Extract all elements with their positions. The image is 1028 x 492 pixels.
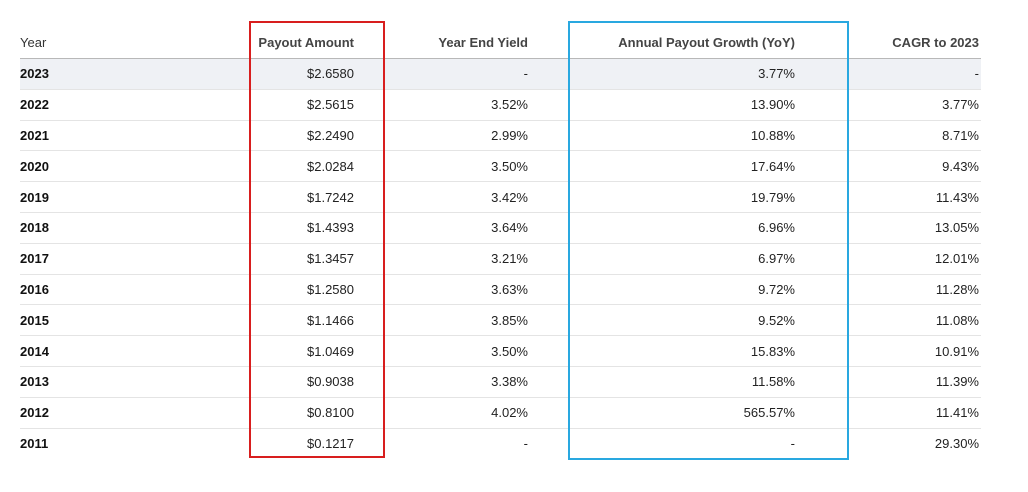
cell-payout-amount: $0.1217 xyxy=(307,435,354,451)
cell-payout-amount: $1.2580 xyxy=(250,274,386,306)
column-header-payout-amount[interactable]: Payout Amount xyxy=(250,27,386,59)
cell-year-end-yield: 3.38% xyxy=(386,366,564,398)
cell-annual-payout-growth: 17.64% xyxy=(564,150,839,183)
cell-cagr: 11.41% xyxy=(839,397,981,429)
cell-cagr: 11.39% xyxy=(839,366,981,398)
cell-year: 2019 xyxy=(20,181,250,213)
cell-payout-amount: $1.7242 xyxy=(250,181,386,213)
table-row: 2015 $1.1466 3.85% 9.52% 11.08% xyxy=(20,304,981,337)
cell-annual-payout-growth: 6.97% xyxy=(564,243,839,275)
cell-year-end-yield: 3.21% xyxy=(386,243,564,275)
cell-cagr: 3.77% xyxy=(839,89,981,121)
cell-year: 2012 xyxy=(20,397,250,429)
cell-annual-payout-growth: 6.96% xyxy=(564,212,839,244)
table-row: 2011 $0.1217 - - 29.30% xyxy=(20,428,981,458)
cell-cagr: 29.30% xyxy=(934,435,979,451)
cell-year-end-yield: 3.63% xyxy=(386,274,564,306)
cell-year-end-yield: 3.85% xyxy=(386,304,564,337)
cell-year-end-yield: - xyxy=(386,58,564,90)
cell-cagr: 11.43% xyxy=(839,181,981,213)
cell-year: 2022 xyxy=(20,89,250,121)
cell-year: 2021 xyxy=(20,120,250,152)
cell-cagr: 11.28% xyxy=(839,274,981,306)
column-header-annual-payout-growth[interactable]: Annual Payout Growth (YoY) xyxy=(564,27,839,59)
cell-year: 2015 xyxy=(20,304,250,337)
cell-annual-payout-growth: 9.52% xyxy=(564,304,839,337)
cell-cagr: 8.71% xyxy=(839,120,981,152)
table-row: 2012 $0.8100 4.02% 565.57% 11.41% xyxy=(20,397,981,429)
cell-payout-amount: $1.0469 xyxy=(250,335,386,367)
cell-year: 2016 xyxy=(20,274,250,306)
dividend-history-table-container: Year Payout Amount Year End Yield Annual… xyxy=(20,27,981,458)
cell-annual-payout-growth: 13.90% xyxy=(564,89,839,121)
cell-year: 2023 xyxy=(20,58,250,90)
dividend-history-table: Year Payout Amount Year End Yield Annual… xyxy=(20,27,981,458)
cell-year: 2011 xyxy=(20,435,49,451)
table-row: 2013 $0.9038 3.38% 11.58% 11.39% xyxy=(20,366,981,398)
cell-year-end-yield: - xyxy=(523,435,528,451)
cell-payout-amount: $0.9038 xyxy=(250,366,386,398)
cell-annual-payout-growth: 15.83% xyxy=(564,335,839,367)
cell-year-end-yield: 2.99% xyxy=(386,120,564,152)
cell-annual-payout-growth: 9.72% xyxy=(564,274,839,306)
cell-year-end-yield: 3.42% xyxy=(386,181,564,213)
cell-annual-payout-growth: 19.79% xyxy=(564,181,839,213)
table-row: 2019 $1.7242 3.42% 19.79% 11.43% xyxy=(20,181,981,213)
cell-cagr: 11.08% xyxy=(839,304,981,337)
cell-year: 2014 xyxy=(20,335,250,367)
cell-payout-amount: $2.0284 xyxy=(250,150,386,183)
cell-year: 2018 xyxy=(20,212,250,244)
cell-payout-amount: $2.6580 xyxy=(250,58,386,90)
cell-annual-payout-growth: 10.88% xyxy=(564,120,839,152)
cell-payout-amount: $1.4393 xyxy=(250,212,386,244)
cell-payout-amount: $1.1466 xyxy=(250,304,386,337)
cell-annual-payout-growth: 11.58% xyxy=(564,366,839,398)
table-row: 2016 $1.2580 3.63% 9.72% 11.28% xyxy=(20,274,981,306)
header-row: Year Payout Amount Year End Yield Annual… xyxy=(20,27,981,59)
table-row: 2021 $2.2490 2.99% 10.88% 8.71% xyxy=(20,120,981,152)
cell-year-end-yield: 3.50% xyxy=(386,335,564,367)
cell-year-end-yield: 3.52% xyxy=(386,89,564,121)
cell-payout-amount: $0.8100 xyxy=(250,397,386,429)
cell-annual-payout-growth: 3.77% xyxy=(564,58,839,90)
cell-year: 2017 xyxy=(20,243,250,275)
cell-annual-payout-growth: 565.57% xyxy=(564,397,839,429)
cell-cagr: 10.91% xyxy=(839,335,981,367)
column-header-year[interactable]: Year xyxy=(20,27,250,59)
table-row: 2023 $2.6580-3.77% - xyxy=(20,58,981,90)
cell-year-end-yield: 4.02% xyxy=(386,397,564,429)
column-header-year-end-yield[interactable]: Year End Yield xyxy=(386,27,564,59)
table-body: 2023 $2.6580-3.77% -2022 $2.5615 3.52% 13.90%… xyxy=(20,58,981,459)
table-row: 2017 $1.3457 3.21% 6.97% 12.01% xyxy=(20,243,981,275)
table-row: 2022 $2.5615 3.52% 13.90% 3.77% xyxy=(20,89,981,121)
cell-cagr: 9.43% xyxy=(839,150,981,183)
cell-annual-payout-growth: - xyxy=(790,435,795,451)
cell-cagr: 13.05% xyxy=(839,212,981,244)
cell-year: 2013 xyxy=(20,366,250,398)
cell-year: 2020 xyxy=(20,150,250,183)
cell-cagr: - xyxy=(839,58,981,90)
column-header-cagr[interactable]: CAGR to 2023 xyxy=(839,27,981,59)
cell-payout-amount: $1.3457 xyxy=(250,243,386,275)
table-header: Year Payout Amount Year End Yield Annual… xyxy=(20,27,981,59)
cell-payout-amount: $2.5615 xyxy=(250,89,386,121)
table-row: 2014 $1.0469 3.50% 15.83% 10.91% xyxy=(20,335,981,367)
table-row: 2020 $2.0284 3.50% 17.64% 9.43% xyxy=(20,150,981,183)
table-row: 2018 $1.4393 3.64% 6.96% 13.05% xyxy=(20,212,981,244)
cell-cagr: 12.01% xyxy=(839,243,981,275)
cell-year-end-yield: 3.50% xyxy=(386,150,564,183)
cell-payout-amount: $2.2490 xyxy=(250,120,386,152)
cell-year-end-yield: 3.64% xyxy=(386,212,564,244)
